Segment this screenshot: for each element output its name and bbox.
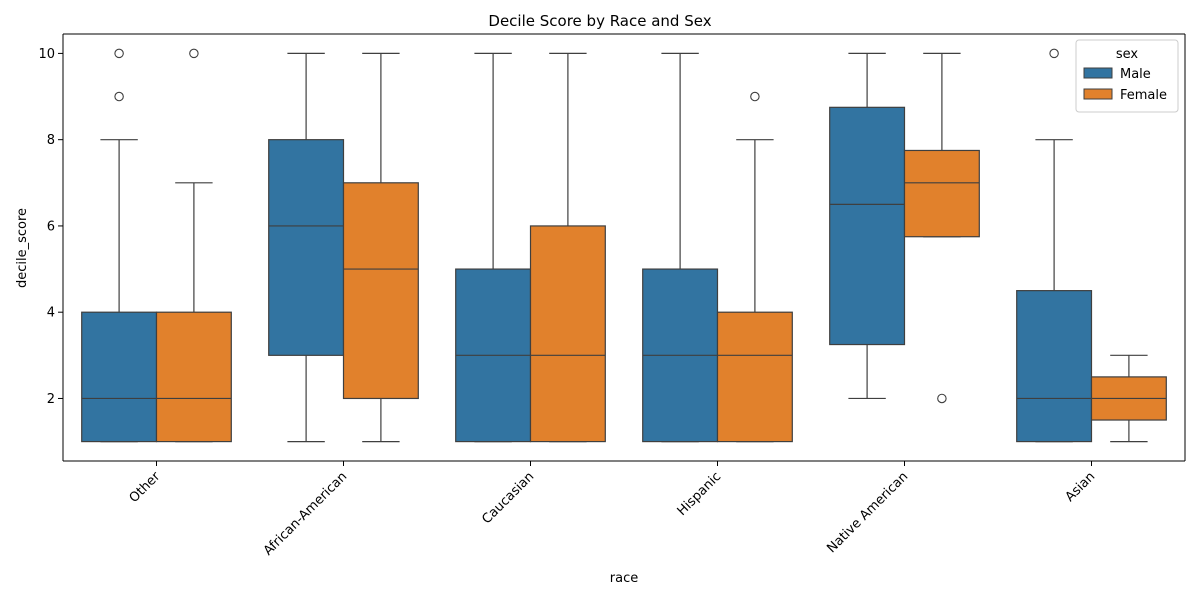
legend-swatch-male: [1083, 67, 1113, 79]
box-female-1: [342, 52, 419, 443]
box-male-4: [829, 52, 906, 400]
iqr-box: [716, 311, 793, 443]
box-male-5: [1016, 48, 1093, 443]
outlier-point: [1049, 48, 1059, 59]
outlier-point: [189, 48, 199, 59]
legend-label-female: Female: [1120, 88, 1167, 103]
y-tick-label: 8: [47, 133, 55, 148]
box-female-5: [1090, 354, 1167, 443]
x-tick-label: Native American: [824, 469, 911, 556]
x-tick-label: Asian: [1063, 469, 1099, 505]
legend-title: sex: [1116, 47, 1139, 62]
plot-area: 2 4 6 8 10 Other African-American Caucasian Hisp…: [38, 33, 1186, 559]
outlier-point: [114, 48, 124, 59]
box-male-2: [455, 52, 532, 443]
iqr-box: [829, 106, 906, 346]
y-tick-label: 2: [47, 392, 55, 407]
iqr-box: [1016, 290, 1093, 443]
x-tick-label: Other: [127, 469, 164, 506]
legend: sex Male Female: [1075, 39, 1179, 113]
iqr-box: [268, 139, 345, 356]
x-tick-label: Caucasian: [479, 469, 537, 527]
box-male-3: [642, 52, 719, 443]
outlier-point: [937, 393, 947, 404]
iqr-box: [903, 149, 980, 238]
x-axis-title: race: [610, 571, 638, 586]
y-tick-label: 4: [47, 306, 55, 321]
iqr-box: [81, 311, 158, 443]
chart-title: Decile Score by Race and Sex: [488, 12, 711, 30]
box-female-2: [529, 52, 606, 443]
x-tick-label: Hispanic: [675, 469, 725, 519]
y-tick-label: 10: [38, 47, 55, 62]
outlier-point: [750, 91, 760, 102]
box-female-0: [155, 48, 232, 443]
outlier-point: [114, 91, 124, 102]
legend-swatch-female: [1083, 88, 1113, 100]
box-male-0: [81, 48, 158, 443]
box-male-1: [268, 52, 345, 443]
iqr-box: [529, 225, 606, 443]
iqr-box: [155, 311, 232, 443]
x-tick-label: African-American: [261, 469, 351, 559]
y-tick-label: 6: [47, 219, 55, 234]
box-female-4: [903, 52, 980, 404]
box-female-3: [716, 91, 793, 443]
iqr-box: [342, 182, 419, 400]
y-axis-title: decile_score: [15, 208, 30, 288]
legend-label-male: Male: [1120, 67, 1151, 82]
